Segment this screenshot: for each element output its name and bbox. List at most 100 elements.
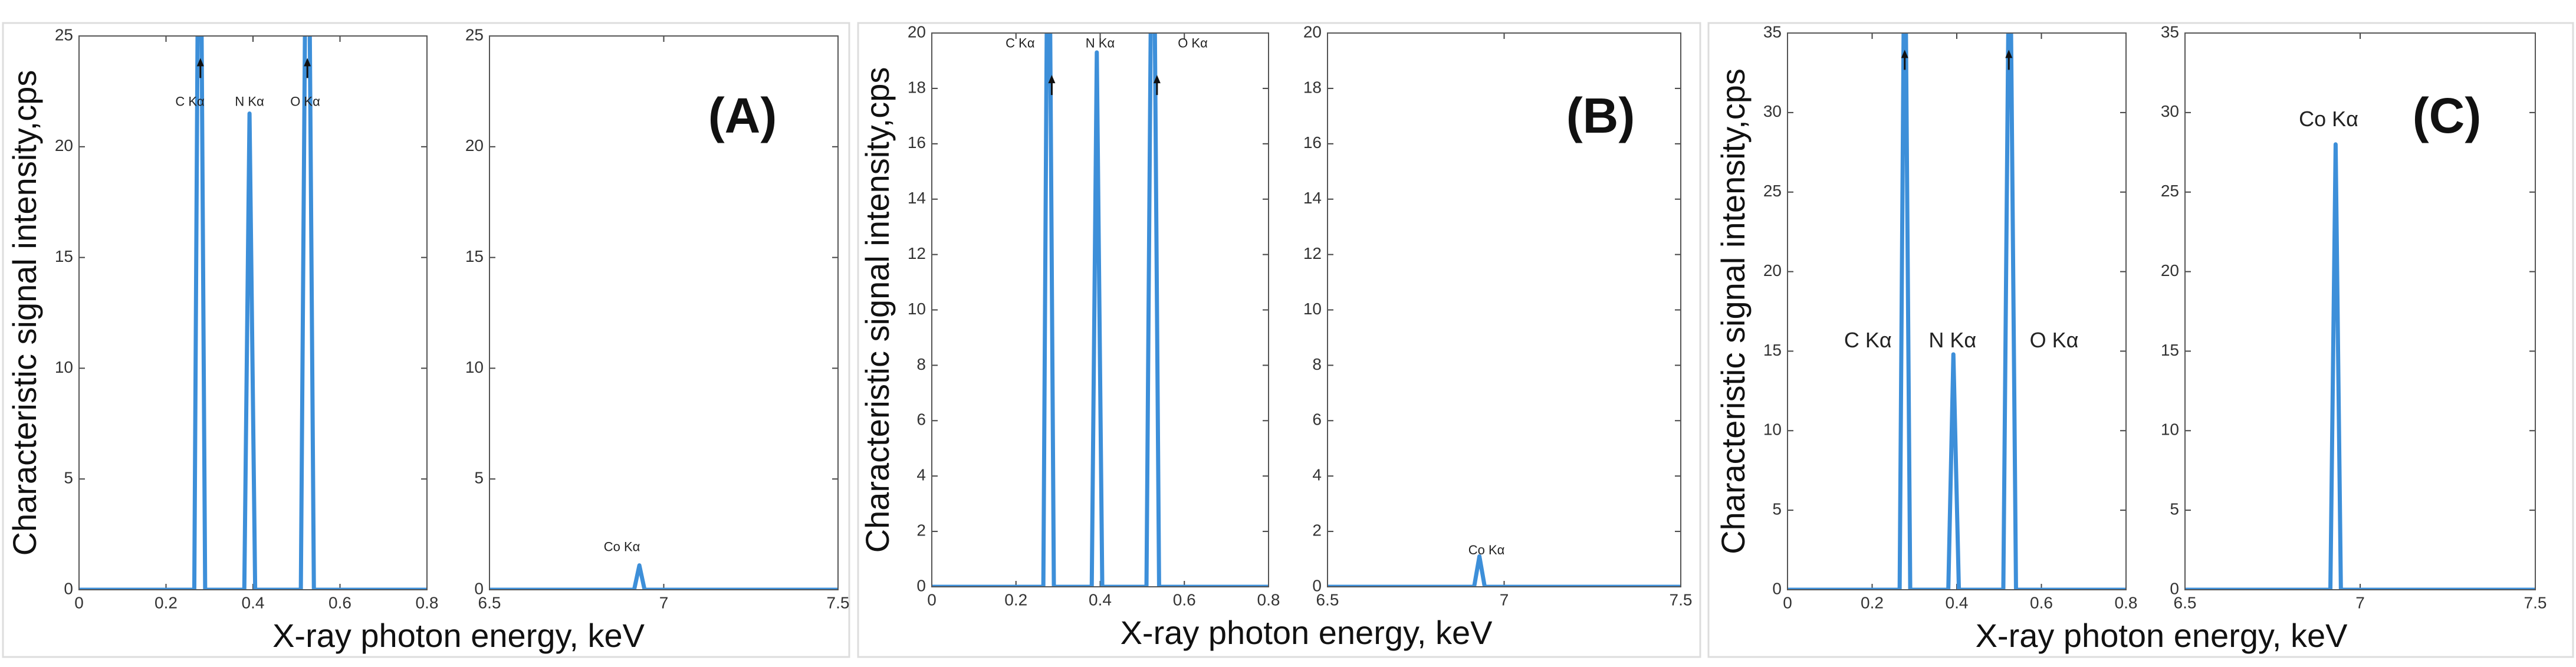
x-tick-label: 0.6 xyxy=(2030,593,2053,612)
peak-label: Co Kα xyxy=(1468,543,1505,557)
y-tick-label: 18 xyxy=(1303,78,1322,96)
y-tick-label: 6 xyxy=(1312,410,1322,429)
peak-label: C Kα xyxy=(1844,328,1892,352)
y-tick-label: 20 xyxy=(55,136,73,155)
y-tick-label: 20 xyxy=(2161,261,2179,280)
x-tick-label: 0.6 xyxy=(328,593,351,612)
y-axis-label: Characteristic signal intensity,cps xyxy=(859,67,896,553)
x-axis-label: X-ray photon energy, keV xyxy=(1121,614,1493,651)
y-tick-label: 5 xyxy=(64,469,73,487)
y-tick-label: 20 xyxy=(1763,261,1782,280)
spectrum-line xyxy=(79,36,427,590)
x-tick-label: 0.8 xyxy=(416,593,439,612)
peak-label: N Kα xyxy=(235,94,264,109)
x-tick-label: 6.5 xyxy=(478,593,501,612)
spectrum-line xyxy=(1328,554,1681,587)
x-tick-label: 0 xyxy=(927,590,937,609)
y-tick-label: 15 xyxy=(1763,341,1782,359)
y-tick-label: 10 xyxy=(55,358,73,376)
y-tick-label: 16 xyxy=(1303,133,1322,152)
y-tick-label: 10 xyxy=(2161,420,2179,439)
x-tick-label: 7 xyxy=(1500,590,1509,609)
arrow-head xyxy=(2005,50,2013,58)
axes-box xyxy=(931,32,1269,587)
y-tick-label: 0 xyxy=(2170,579,2179,597)
y-tick-label: 10 xyxy=(1303,300,1322,318)
peak-label: O Kα xyxy=(1178,36,1208,51)
y-tick-label: 0 xyxy=(1312,576,1322,594)
x-tick-label: 7.5 xyxy=(1670,590,1693,609)
axes-box xyxy=(489,35,839,590)
peak-label: O Kα xyxy=(290,94,320,109)
x-tick-label: 0.6 xyxy=(1173,590,1196,609)
y-tick-label: 18 xyxy=(908,78,926,96)
peak-label: N Kα xyxy=(1928,328,1976,352)
y-tick-label: 14 xyxy=(908,189,926,207)
panel-label: (B) xyxy=(1566,88,1635,143)
y-tick-label: 30 xyxy=(1763,102,1782,120)
arrow-head xyxy=(1048,75,1056,84)
x-axis-label: X-ray photon energy, keV xyxy=(272,617,645,654)
y-tick-label: 20 xyxy=(465,136,484,155)
spectrum-line xyxy=(1788,33,2126,590)
x-tick-label: 7 xyxy=(2355,593,2365,612)
y-tick-label: 6 xyxy=(916,410,926,429)
y-tick-label: 20 xyxy=(1303,22,1322,41)
y-tick-label: 8 xyxy=(1312,355,1322,373)
y-tick-label: 15 xyxy=(465,247,484,265)
x-tick-label: 6.5 xyxy=(2174,593,2197,612)
spectrum-line xyxy=(2185,142,2535,590)
x-tick-label: 0.2 xyxy=(155,593,178,612)
y-tick-label: 0 xyxy=(1772,579,1782,597)
y-tick-label: 10 xyxy=(908,300,926,318)
y-tick-label: 10 xyxy=(1763,420,1782,439)
x-tick-label: 0.2 xyxy=(1861,593,1884,612)
y-tick-label: 2 xyxy=(1312,521,1322,539)
y-tick-label: 20 xyxy=(908,22,926,41)
y-tick-label: 0 xyxy=(64,579,73,597)
x-axis-label: X-ray photon energy, keV xyxy=(1976,617,2348,654)
y-tick-label: 25 xyxy=(465,25,484,44)
panel-frame xyxy=(2,22,850,658)
y-axis-label: Characteristic signal intensity,cps xyxy=(1714,68,1752,554)
arrow-head xyxy=(1901,50,1908,58)
peak-label: N Kα xyxy=(1086,36,1115,51)
arrow-head xyxy=(1153,75,1161,84)
peak-label: C Kα xyxy=(175,94,205,109)
panel-label: (C) xyxy=(2413,88,2482,143)
y-tick-label: 15 xyxy=(55,247,73,265)
y-tick-label: 25 xyxy=(1763,182,1782,200)
axes-box xyxy=(1327,32,1681,587)
y-tick-label: 25 xyxy=(55,25,73,44)
x-tick-label: 0 xyxy=(1783,593,1792,612)
x-tick-label: 0.8 xyxy=(2115,593,2138,612)
y-axis-label: Characteristic signal intensity,cps xyxy=(6,70,43,556)
x-tick-label: 7.5 xyxy=(2524,593,2547,612)
y-tick-label: 5 xyxy=(1772,500,1782,518)
y-tick-label: 10 xyxy=(465,358,484,376)
y-tick-label: 12 xyxy=(908,244,926,262)
y-tick-label: 25 xyxy=(2161,182,2179,200)
peak-label: O Kα xyxy=(2030,328,2079,352)
y-tick-label: 35 xyxy=(2161,22,2179,41)
x-tick-label: 7.5 xyxy=(827,593,850,612)
x-tick-label: 0.4 xyxy=(242,593,265,612)
x-tick-label: 6.5 xyxy=(1316,590,1339,609)
axes-box xyxy=(2184,32,2536,590)
panel-frame xyxy=(857,22,1701,658)
spectrum-line xyxy=(489,563,838,590)
x-tick-label: 0 xyxy=(74,593,84,612)
spectrum-line xyxy=(932,33,1269,587)
y-tick-label: 5 xyxy=(474,469,484,487)
panel-label: (A) xyxy=(708,88,777,143)
peak-label: Co Kα xyxy=(2299,107,2358,131)
panel-frame xyxy=(1707,22,2574,658)
axes-box xyxy=(1787,32,2127,590)
y-tick-label: 30 xyxy=(2161,102,2179,120)
y-tick-label: 5 xyxy=(2170,500,2179,518)
y-tick-label: 8 xyxy=(916,355,926,373)
y-tick-label: 4 xyxy=(916,466,926,484)
y-tick-label: 12 xyxy=(1303,244,1322,262)
y-tick-label: 0 xyxy=(916,576,926,594)
